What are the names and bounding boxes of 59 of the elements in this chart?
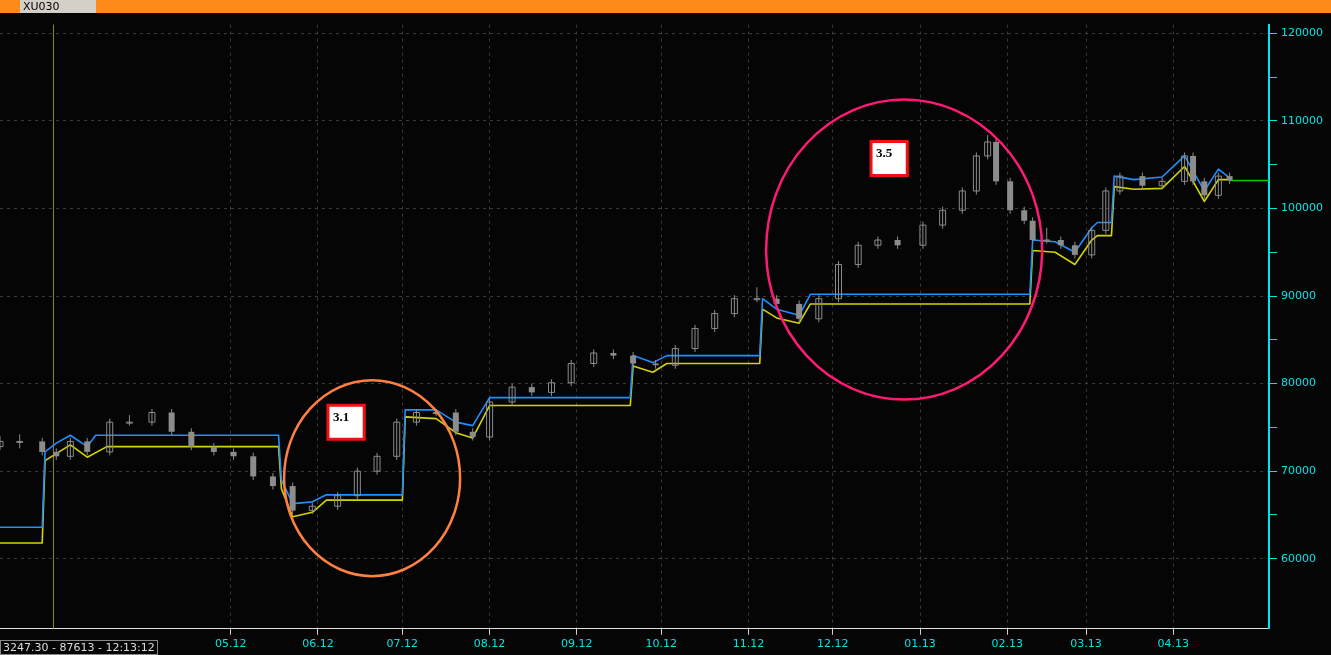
y-tick-label: 100000 [1281, 201, 1324, 215]
x-tick-label: 01.13 [904, 637, 936, 651]
candlestick [691, 324, 699, 353]
candlestick [1088, 226, 1096, 259]
y-tick-label: 110000 [1281, 113, 1324, 127]
candlestick [1201, 177, 1208, 200]
candlestick [66, 437, 74, 461]
candlestick [353, 467, 361, 500]
candlestick [835, 260, 842, 303]
candlestick [452, 408, 459, 436]
candlestick [168, 408, 175, 436]
y-tick-label: 70000 [1281, 464, 1317, 478]
x-tick-label: 10.12 [645, 637, 677, 651]
x-tick-label: 06.12 [302, 637, 334, 651]
y-tick-label: 90000 [1281, 288, 1317, 302]
candlestick [106, 418, 114, 456]
x-tick-label: 08.12 [473, 637, 506, 651]
candlestick [188, 427, 195, 451]
candlestick [815, 294, 823, 323]
candlestick [711, 309, 719, 333]
candlestick [939, 206, 947, 230]
x-tick-label: 12.12 [817, 637, 849, 651]
x-tick-label: 11.12 [732, 637, 765, 651]
candlestick [1102, 186, 1110, 235]
candlestick [984, 134, 992, 160]
candlestick [753, 286, 761, 303]
candlestick [373, 452, 381, 476]
x-tick-label: 05.12 [214, 637, 247, 651]
candlestick [1116, 172, 1124, 195]
text: 3247.30 - 87613 - 12:13:12 [0, 640, 158, 655]
candlestick [1029, 216, 1036, 245]
y-tick-label: 120000 [1281, 26, 1324, 40]
candlestick [874, 236, 882, 250]
candlestick [1158, 177, 1166, 190]
candlestick [919, 221, 927, 250]
x-tick-label: 04.13 [1157, 637, 1190, 651]
candlestick [1214, 172, 1222, 200]
annotation: 3.5 [876, 145, 893, 161]
x-tick-label: 07.12 [386, 637, 419, 651]
candlestick [508, 383, 516, 407]
x-tick-label: 09.12 [561, 637, 593, 651]
candlestick [486, 398, 494, 442]
candlestick [393, 418, 401, 461]
candlestick [730, 294, 738, 318]
candlestick [958, 186, 966, 215]
candlestick [854, 241, 862, 269]
candlestick [796, 299, 803, 323]
candlestick [972, 151, 980, 195]
chart-title: XU030 [20, 0, 96, 13]
candlestick [671, 344, 679, 370]
candlestick [1181, 151, 1189, 186]
y-tick-label: 80000 [1281, 376, 1317, 390]
x-tick-label: 03.13 [1070, 637, 1102, 651]
candlestick [148, 408, 156, 427]
y-tick-label: 60000 [1281, 551, 1317, 565]
candlestick [250, 452, 257, 481]
annotation: 3.1 [332, 409, 350, 425]
candlestick [567, 359, 575, 387]
x-tick-label: 02.13 [991, 637, 1024, 651]
